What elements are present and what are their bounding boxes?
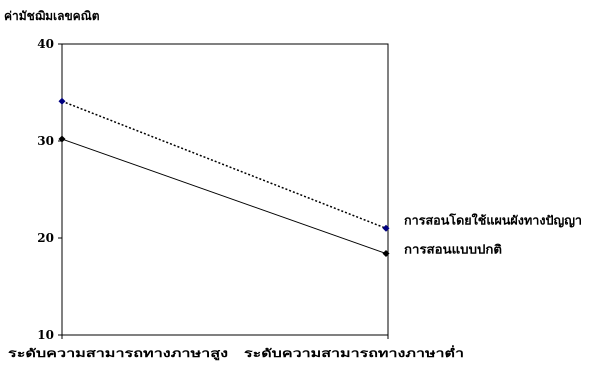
x-tick-label: ระดับความสามารถทางภาษาสูง: [8, 347, 228, 361]
y-tick-label: 20: [37, 231, 54, 245]
y-tick-label: 10: [37, 328, 54, 342]
series-group: การสอนแบบปกติ: [58, 135, 502, 258]
series-line: [61, 100, 387, 229]
plot-frame: [61, 43, 389, 336]
series-legend-label: การสอนแบบปกติ: [404, 243, 502, 257]
y-tick-label: 40: [37, 37, 54, 51]
y-axis-ticks: 10 20 30 40: [37, 37, 62, 342]
data-point: [382, 224, 390, 232]
data-point: [382, 250, 390, 258]
y-axis-label: ค่ามัชฌิมเลขคณิต: [4, 9, 100, 23]
y-tick-label: 30: [37, 134, 54, 148]
data-point: [58, 97, 66, 105]
data-point: [58, 135, 66, 143]
x-tick-label: ระดับความสามารถทางภาษาต่ำ: [244, 345, 464, 360]
series-legend-label: การสอนโดยใช้แผนผังทางปัญญา: [404, 212, 582, 227]
x-axis-tick-labels: ระดับความสามารถทางภาษาสูง ระดับความสามารถ…: [8, 335, 464, 361]
series-group: การสอนโดยใช้แผนผังทางปัญญา: [58, 97, 582, 232]
series-line: [61, 138, 387, 254]
